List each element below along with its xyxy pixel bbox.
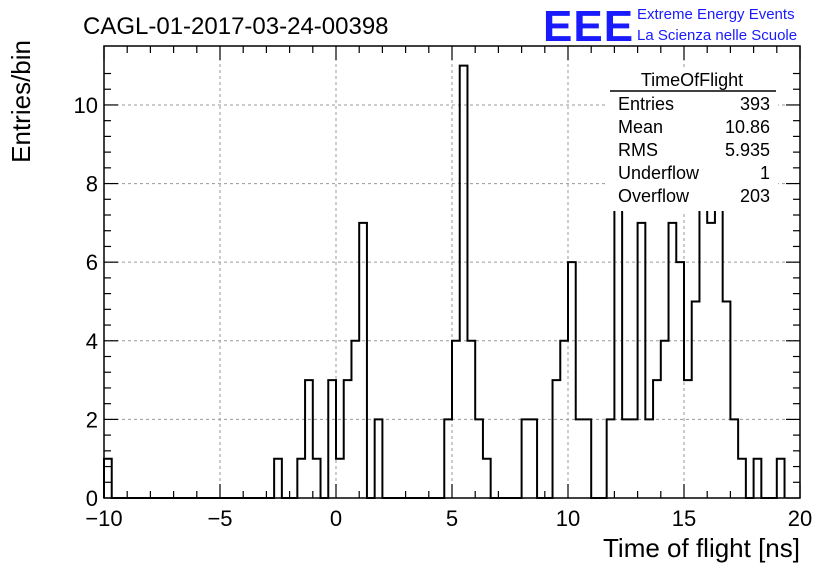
stats-row-label: Underflow bbox=[618, 163, 700, 183]
x-tick-label: −5 bbox=[207, 506, 232, 531]
tick-labels: −10 −5 0 5 10 15 20 0 2 4 6 8 10 bbox=[74, 93, 813, 531]
stats-row-label: Entries bbox=[618, 94, 674, 114]
y-tick-label: 0 bbox=[86, 486, 98, 511]
stats-title: TimeOfFlight bbox=[641, 70, 743, 90]
eee-logo: EEE bbox=[543, 2, 634, 51]
x-tick-label: 15 bbox=[672, 506, 696, 531]
x-tick-label: 20 bbox=[788, 506, 812, 531]
logo-line-1: Extreme Energy Events bbox=[637, 6, 795, 23]
run-title: CAGL-01-2017-03-24-00398 bbox=[83, 13, 389, 40]
stats-row-value: 203 bbox=[740, 186, 770, 206]
x-axis-label: Time of flight [ns] bbox=[603, 533, 800, 563]
y-axis-label: Entries/bin bbox=[6, 40, 36, 163]
x-tick-label: 10 bbox=[556, 506, 580, 531]
y-tick-label: 4 bbox=[86, 329, 98, 354]
y-tick-label: 2 bbox=[86, 407, 98, 432]
y-tick-label: 8 bbox=[86, 172, 98, 197]
stats-box-background bbox=[608, 70, 778, 211]
axis-ticks bbox=[103, 46, 801, 499]
stats-row-value: 10.86 bbox=[725, 117, 770, 137]
stats-row-label: Overflow bbox=[618, 186, 690, 206]
x-tick-label: −10 bbox=[85, 506, 122, 531]
x-tick-label: 5 bbox=[446, 506, 458, 531]
stats-rows: Entries 393 Mean 10.86 RMS 5.935 Underflow 1 Ove… bbox=[618, 94, 770, 206]
stats-row-value: 1 bbox=[760, 163, 770, 183]
y-tick-label: 6 bbox=[86, 250, 98, 275]
stats-row-label: RMS bbox=[618, 140, 658, 160]
stats-box: TimeOfFlight Entries 393 Mean 10.86 RMS 5.935… bbox=[608, 70, 778, 211]
x-tick-label: 0 bbox=[330, 506, 342, 531]
y-tick-label: 10 bbox=[74, 93, 98, 118]
stats-row-value: 393 bbox=[740, 94, 770, 114]
stats-row-label: Mean bbox=[618, 117, 663, 137]
stats-row-value: 5.935 bbox=[725, 140, 770, 160]
logo-line-2: La Scienza nelle Scuole bbox=[637, 27, 797, 44]
